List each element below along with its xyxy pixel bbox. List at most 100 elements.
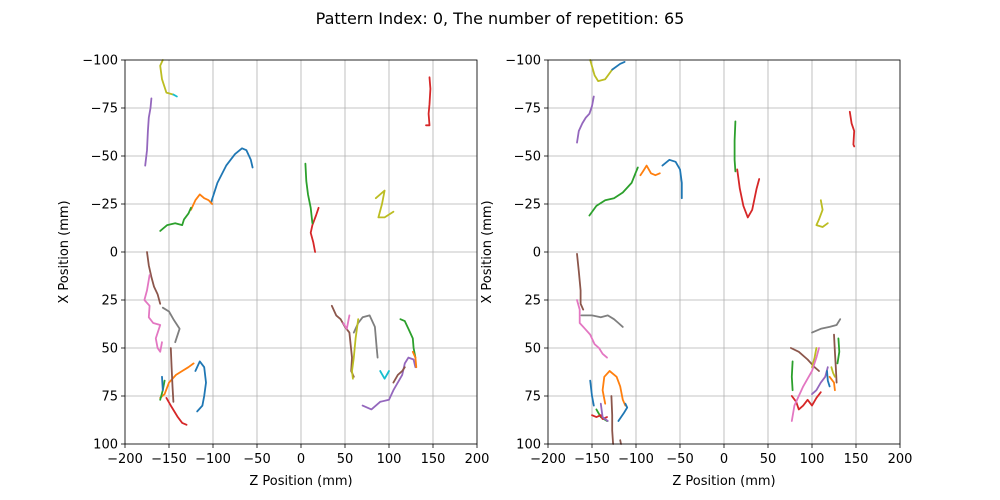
x-tick-label: −100 [195,452,231,467]
trajectory-line [361,356,417,411]
trajectory-line [811,366,829,396]
trajectory-line [374,189,395,219]
trajectory-line [733,120,737,173]
trajectory-line [161,306,181,344]
y-tick-label: 75 [101,390,118,405]
trajectory-line [589,59,614,82]
trajectory-line [815,199,829,228]
trajectory-line [425,76,432,127]
x-axis: −200 −150 −100 −50 0 50 100 150 200 [530,444,912,467]
trajectory-line [790,391,822,411]
trajectory-line [342,314,351,330]
trajectory-line [639,164,661,177]
trajectory-line [576,252,585,311]
trajectory-line [790,360,794,392]
x-tick-label: 100 [377,452,402,467]
y-tick-label: 25 [101,294,118,309]
y-tick-label: −100 [82,54,118,69]
y-tick-label: 0 [110,246,118,261]
trajectory-line [351,318,360,380]
trajectory-line [601,370,627,407]
trajectory-line [580,314,624,328]
x-tick-label: 50 [337,452,354,467]
y-tick-label: −75 [514,102,541,117]
trajectory-line [159,362,195,399]
y-tick-label: −100 [505,54,541,69]
trajectory-line [411,350,418,369]
x-tick-label: 150 [844,452,869,467]
trajectory-line [790,347,820,372]
trajectory-line [210,147,254,204]
trajectory-line [736,168,761,219]
trajectory-line [848,110,856,148]
trajectory-line [836,337,841,365]
trajectory-line [161,375,164,392]
y-axis-label: X Position (mm) [480,200,495,303]
x-tick-label: −200 [107,452,143,467]
trajectory-line [146,251,162,305]
x-tick-label: 200 [888,452,913,467]
x-axis-label: Z Position (mm) [672,474,775,489]
trajectory-line [172,93,178,98]
y-tick-label: −25 [514,198,541,213]
trajectory-line [194,360,207,413]
trajectory-line [159,59,175,96]
trajectory-line [811,347,818,369]
trajectory-line [661,158,683,200]
trajectory-line [826,370,831,388]
y-axis: −100 −75 −50 −25 0 25 50 75 100 [505,54,548,453]
x-tick-label: 200 [465,452,490,467]
x-tick-label: 100 [800,452,825,467]
trajectory-line [617,402,629,422]
trajectory-line [589,379,595,407]
y-tick-label: 75 [524,390,541,405]
y-tick-label: 50 [101,342,118,357]
x-tick-label: −50 [243,452,270,467]
x-tick-label: 150 [421,452,446,467]
trajectory-line [833,333,838,384]
subplot-1: −200 −150 −100 −50 0 50 100 150 200 −100 −75 −50 −25… [57,54,489,490]
trajectory-line [169,347,175,403]
grid-lines [124,59,478,445]
y-tick-label: −75 [91,102,118,117]
trajectory-line [576,299,608,359]
grid-lines [547,59,901,445]
trajectory-line [611,61,626,71]
x-axis: −200 −150 −100 −50 0 50 100 150 200 [107,444,489,467]
trajectory-series [576,59,856,445]
trajectory-series [143,59,432,426]
trajectory-line [576,95,595,144]
trajectory-line [828,375,836,392]
x-tick-label: −150 [151,452,187,467]
subplot-2: −200 −150 −100 −50 0 50 100 150 200 −100 −75 −50 −25… [480,54,912,490]
trajectory-line [399,318,417,359]
trajectory-line [830,366,836,378]
x-tick-label: −150 [574,452,610,467]
trajectory-line [619,439,622,445]
figure-title: Pattern Index: 0, The number of repetiti… [316,9,685,28]
trajectory-line [144,97,153,167]
trajectory-line [330,304,355,378]
trajectory-line [392,366,406,384]
y-tick-label: −25 [91,198,118,213]
x-tick-label: −100 [618,452,654,467]
trajectory-line [143,274,163,353]
y-axis: −100 −75 −50 −25 0 25 50 75 100 [82,54,125,453]
trajectory-line [790,347,820,422]
y-tick-label: −50 [514,150,541,165]
x-axis-label: Z Position (mm) [249,474,352,489]
x-tick-label: 0 [720,452,728,467]
trajectory-line [599,402,609,422]
y-tick-label: 50 [524,342,541,357]
trajectory-line [304,162,314,225]
trajectory-line [379,370,390,380]
trajectory-line [190,193,214,211]
trajectory-line [165,396,188,426]
x-tick-label: −50 [666,452,693,467]
trajectory-line [309,206,320,253]
trajectory-line [811,318,842,334]
y-tick-label: −50 [91,150,118,165]
y-tick-label: 100 [93,438,118,453]
y-tick-label: 25 [524,294,541,309]
